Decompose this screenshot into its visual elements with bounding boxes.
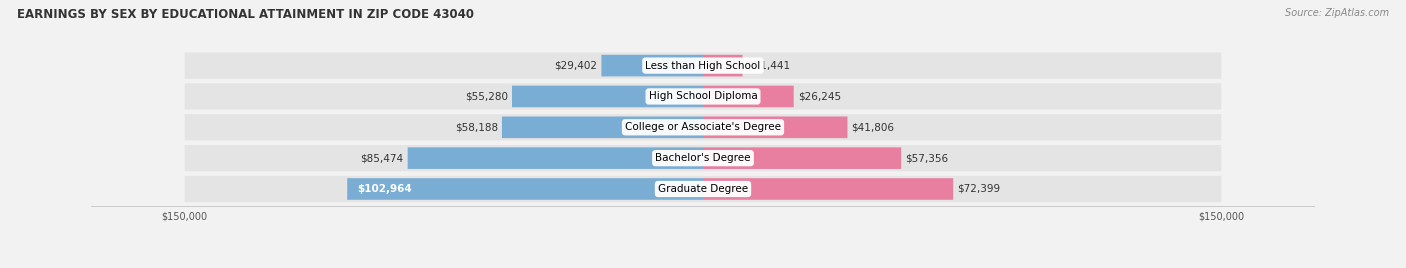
Text: $102,964: $102,964 bbox=[357, 184, 412, 194]
Text: $29,402: $29,402 bbox=[554, 61, 598, 70]
Text: Graduate Degree: Graduate Degree bbox=[658, 184, 748, 194]
Text: $11,441: $11,441 bbox=[747, 61, 790, 70]
FancyBboxPatch shape bbox=[184, 145, 1222, 171]
Text: $26,245: $26,245 bbox=[797, 91, 841, 102]
FancyBboxPatch shape bbox=[184, 83, 1222, 110]
FancyBboxPatch shape bbox=[184, 114, 1222, 140]
Text: Bachelor's Degree: Bachelor's Degree bbox=[655, 153, 751, 163]
FancyBboxPatch shape bbox=[184, 53, 1222, 79]
Text: Less than High School: Less than High School bbox=[645, 61, 761, 70]
Text: Source: ZipAtlas.com: Source: ZipAtlas.com bbox=[1285, 8, 1389, 18]
Text: $55,280: $55,280 bbox=[465, 91, 508, 102]
Text: $72,399: $72,399 bbox=[957, 184, 1001, 194]
FancyBboxPatch shape bbox=[602, 55, 703, 76]
Text: $58,188: $58,188 bbox=[454, 122, 498, 132]
Text: High School Diploma: High School Diploma bbox=[648, 91, 758, 102]
Text: College or Associate's Degree: College or Associate's Degree bbox=[626, 122, 780, 132]
Text: $57,356: $57,356 bbox=[905, 153, 949, 163]
Text: $41,806: $41,806 bbox=[852, 122, 894, 132]
FancyBboxPatch shape bbox=[512, 86, 703, 107]
FancyBboxPatch shape bbox=[703, 86, 794, 107]
FancyBboxPatch shape bbox=[703, 55, 742, 76]
FancyBboxPatch shape bbox=[347, 178, 703, 200]
FancyBboxPatch shape bbox=[703, 147, 901, 169]
FancyBboxPatch shape bbox=[408, 147, 703, 169]
FancyBboxPatch shape bbox=[703, 117, 848, 138]
Text: $85,474: $85,474 bbox=[360, 153, 404, 163]
Text: EARNINGS BY SEX BY EDUCATIONAL ATTAINMENT IN ZIP CODE 43040: EARNINGS BY SEX BY EDUCATIONAL ATTAINMEN… bbox=[17, 8, 474, 21]
FancyBboxPatch shape bbox=[703, 178, 953, 200]
FancyBboxPatch shape bbox=[502, 117, 703, 138]
FancyBboxPatch shape bbox=[184, 176, 1222, 202]
